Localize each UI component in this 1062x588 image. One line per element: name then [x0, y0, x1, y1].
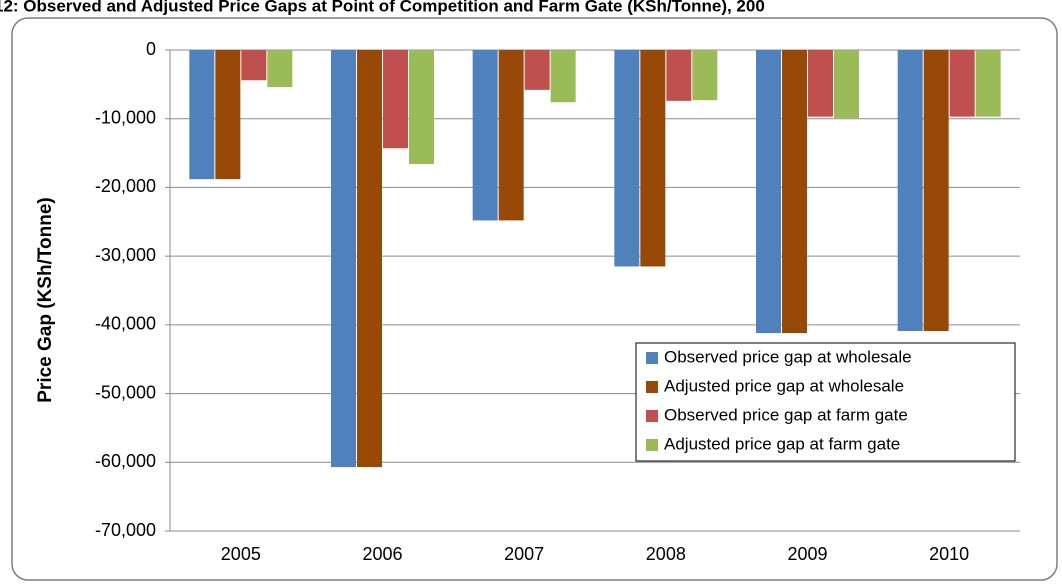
y-tick-label: -30,000 [95, 245, 156, 265]
bar [782, 50, 807, 334]
legend-swatch [646, 410, 658, 422]
bar [498, 50, 524, 221]
legend: Observed price gap at wholesale Adjusted … [635, 342, 1016, 462]
y-tick-label: -60,000 [95, 451, 156, 471]
bar [383, 50, 408, 149]
bar [524, 50, 550, 90]
bar [189, 50, 215, 180]
x-tick-label: 2009 [787, 544, 827, 564]
x-tick-label: 2007 [504, 544, 544, 564]
bar [472, 50, 498, 221]
x-tick-label: 2010 [929, 544, 969, 564]
chart-title: 12: Observed and Adjusted Price Gaps at … [0, 0, 765, 15]
bar [975, 50, 1001, 117]
bar [897, 50, 923, 332]
bar [241, 50, 267, 81]
bar [923, 50, 949, 332]
y-tick-label: -40,000 [95, 314, 156, 334]
bar [756, 50, 781, 334]
legend-swatch [646, 352, 658, 364]
bar [808, 50, 833, 117]
legend-label: Observed price gap at wholesale [664, 347, 912, 366]
y-tick-label: -50,000 [95, 382, 156, 402]
bar [409, 50, 434, 165]
bar [834, 50, 859, 119]
bar [331, 50, 356, 468]
bar [267, 50, 293, 88]
y-tick-label: 0 [146, 39, 156, 59]
bar [640, 50, 666, 267]
x-tick-label: 2006 [362, 544, 402, 564]
bar [550, 50, 576, 103]
y-tick-label: -10,000 [95, 107, 156, 127]
x-tick-label: 2005 [221, 544, 261, 564]
y-tick-label: -70,000 [95, 520, 156, 540]
bar [614, 50, 640, 267]
legend-box [635, 342, 1016, 462]
bar [357, 50, 382, 468]
legend-swatch [646, 439, 658, 451]
bar [666, 50, 692, 101]
y-tick-label: -20,000 [95, 176, 156, 196]
legend-swatch [646, 381, 658, 393]
bar [215, 50, 241, 180]
x-tick-label: 2008 [646, 544, 686, 564]
y-axis-title: Price Gap (KSh/Tonne) [35, 197, 56, 403]
bar [949, 50, 975, 117]
legend-label: Adjusted price gap at farm gate [664, 434, 900, 453]
bar [692, 50, 718, 101]
legend-label: Adjusted price gap at wholesale [664, 376, 904, 395]
legend-label: Observed price gap at farm gate [664, 405, 908, 424]
